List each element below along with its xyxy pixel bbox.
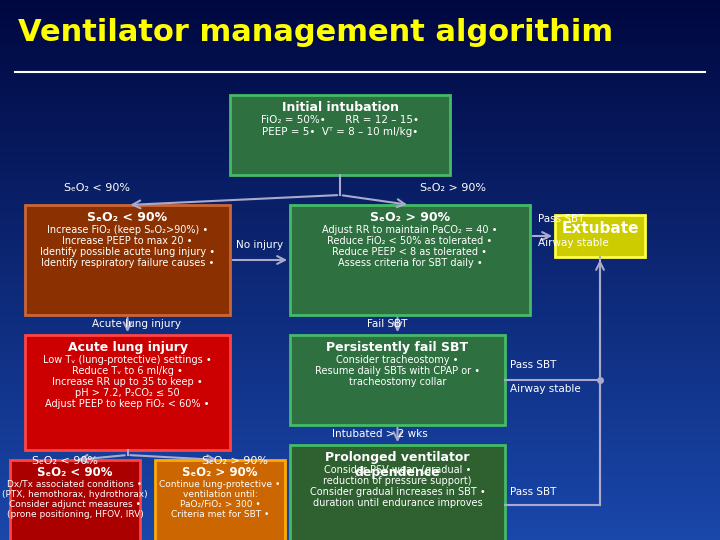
- Text: SₑO₂ > 90%: SₑO₂ > 90%: [182, 466, 258, 479]
- Text: SₑO₂ > 90%: SₑO₂ > 90%: [202, 456, 268, 466]
- FancyBboxPatch shape: [290, 445, 505, 540]
- Text: Adjust PEEP to keep FiO₂ < 60% •: Adjust PEEP to keep FiO₂ < 60% •: [45, 399, 210, 409]
- Text: Pass SBT: Pass SBT: [538, 214, 585, 224]
- Text: Consider tracheostomy •: Consider tracheostomy •: [336, 355, 459, 366]
- FancyBboxPatch shape: [290, 205, 530, 315]
- Text: FiO₂ = 50%•      RR = 12 – 15•: FiO₂ = 50%• RR = 12 – 15•: [261, 116, 419, 125]
- FancyBboxPatch shape: [25, 335, 230, 450]
- Text: Consider gradual increases in SBT •: Consider gradual increases in SBT •: [310, 487, 485, 497]
- Text: Prolonged ventilator
dependence: Prolonged ventilator dependence: [325, 451, 469, 479]
- Text: Reduce FiO₂ < 50% as tolerated •: Reduce FiO₂ < 50% as tolerated •: [328, 237, 492, 246]
- Text: ventilation until:: ventilation until:: [183, 490, 257, 498]
- Text: (PTX, hemothorax, hydrothorax): (PTX, hemothorax, hydrothorax): [2, 490, 148, 498]
- Text: Identify respiratory failure causes •: Identify respiratory failure causes •: [41, 258, 214, 268]
- FancyBboxPatch shape: [155, 460, 285, 540]
- FancyBboxPatch shape: [230, 95, 450, 175]
- Text: pH > 7.2, P₂CO₂ ≤ 50: pH > 7.2, P₂CO₂ ≤ 50: [75, 388, 180, 398]
- Text: PEEP = 5•  Vᵀ = 8 – 10 ml/kg•: PEEP = 5• Vᵀ = 8 – 10 ml/kg•: [262, 127, 418, 137]
- Text: SₑO₂ > 90%: SₑO₂ > 90%: [420, 183, 486, 193]
- Text: Reduce Tᵥ to 6 ml/kg •: Reduce Tᵥ to 6 ml/kg •: [72, 366, 183, 376]
- Text: Criteria met for SBT •: Criteria met for SBT •: [171, 510, 269, 519]
- Text: Airway stable: Airway stable: [510, 384, 581, 394]
- Text: Acute lung injury: Acute lung injury: [92, 319, 181, 329]
- Text: SₑO₂ < 90%: SₑO₂ < 90%: [32, 456, 98, 466]
- Text: Pass SBT: Pass SBT: [510, 360, 557, 370]
- Text: Consider PSV wean (gradual •: Consider PSV wean (gradual •: [324, 465, 471, 475]
- Text: Adjust RR to maintain PaCO₂ = 40 •: Adjust RR to maintain PaCO₂ = 40 •: [323, 225, 498, 235]
- Text: Dx/Tx associated conditions •: Dx/Tx associated conditions •: [7, 480, 143, 489]
- Text: Ventilator management algorithim: Ventilator management algorithim: [18, 18, 613, 47]
- Text: Airway stable: Airway stable: [538, 238, 608, 248]
- Text: Increase RR up to 35 to keep •: Increase RR up to 35 to keep •: [52, 377, 203, 387]
- Text: Fail SBT: Fail SBT: [367, 319, 408, 329]
- FancyBboxPatch shape: [25, 205, 230, 315]
- Text: (prone positioning, HFOV, IRV): (prone positioning, HFOV, IRV): [6, 510, 143, 519]
- FancyBboxPatch shape: [290, 335, 505, 425]
- FancyBboxPatch shape: [10, 460, 140, 540]
- Text: No injury: No injury: [236, 240, 284, 250]
- Text: SₑO₂ < 90%: SₑO₂ < 90%: [87, 211, 168, 224]
- Text: Reduce PEEP < 8 as tolerated •: Reduce PEEP < 8 as tolerated •: [333, 247, 487, 257]
- Text: Resume daily SBTs with CPAP or •: Resume daily SBTs with CPAP or •: [315, 366, 480, 376]
- Text: Increase FiO₂ (keep SₑO₂>90%) •: Increase FiO₂ (keep SₑO₂>90%) •: [47, 225, 208, 235]
- Text: Extubate: Extubate: [562, 221, 639, 236]
- FancyBboxPatch shape: [555, 215, 645, 257]
- Text: Initial intubation: Initial intubation: [282, 101, 398, 114]
- Text: Low Tᵥ (lung-protective) settings •: Low Tᵥ (lung-protective) settings •: [43, 355, 212, 366]
- Text: tracheostomy collar: tracheostomy collar: [348, 377, 446, 387]
- Text: PaO₂/FiO₂ > 300 •: PaO₂/FiO₂ > 300 •: [179, 500, 261, 509]
- Text: reduction of pressure support): reduction of pressure support): [323, 476, 472, 486]
- Text: Continue lung-protective •: Continue lung-protective •: [159, 480, 281, 489]
- Text: Pass SBT: Pass SBT: [510, 487, 557, 497]
- Text: Increase PEEP to max 20 •: Increase PEEP to max 20 •: [62, 237, 193, 246]
- Text: Intubated > 2 wks: Intubated > 2 wks: [333, 429, 428, 439]
- Text: SₑO₂ < 90%: SₑO₂ < 90%: [37, 466, 113, 479]
- Text: SₑO₂ > 90%: SₑO₂ > 90%: [370, 211, 450, 224]
- Text: duration until endurance improves: duration until endurance improves: [312, 498, 482, 508]
- Text: Persistently fail SBT: Persistently fail SBT: [326, 341, 469, 354]
- Text: Acute lung injury: Acute lung injury: [68, 341, 187, 354]
- Text: Assess criteria for SBT daily •: Assess criteria for SBT daily •: [338, 258, 482, 268]
- Text: SₑO₂ < 90%: SₑO₂ < 90%: [65, 183, 130, 193]
- Text: Identify possible acute lung injury •: Identify possible acute lung injury •: [40, 247, 215, 257]
- Text: Consider adjunct measures •: Consider adjunct measures •: [9, 500, 141, 509]
